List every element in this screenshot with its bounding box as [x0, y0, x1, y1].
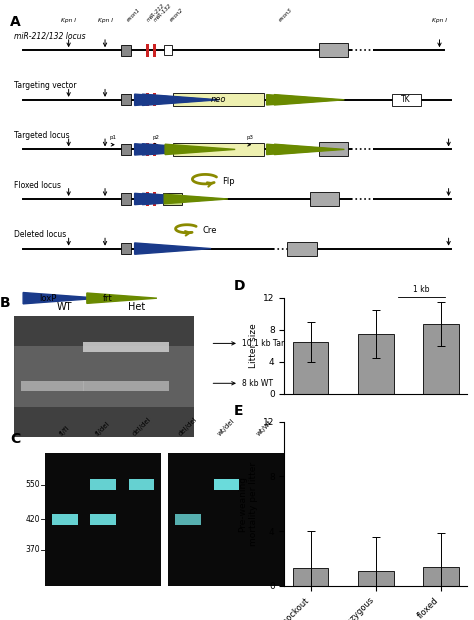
Polygon shape [135, 193, 211, 205]
Bar [423, 567, 458, 586]
Text: neo: neo [211, 95, 227, 104]
Polygon shape [274, 95, 345, 105]
Text: D: D [233, 279, 245, 293]
Text: p2: p2 [153, 135, 160, 140]
Text: 8 kb WT: 8 kb WT [242, 379, 273, 388]
Text: 10.1 kb Targeted: 10.1 kb Targeted [242, 339, 306, 348]
Text: Het: Het [128, 302, 146, 312]
Text: p1: p1 [109, 135, 117, 140]
Text: Targeting vector: Targeting vector [14, 81, 76, 91]
Bar [146, 143, 149, 156]
Polygon shape [266, 144, 337, 154]
Text: C: C [10, 432, 21, 446]
Bar [319, 43, 348, 57]
Bar [423, 324, 458, 394]
Text: miR-212/132 locus: miR-212/132 locus [14, 32, 86, 41]
Polygon shape [142, 94, 219, 105]
Bar [121, 94, 131, 105]
Text: p3: p3 [246, 135, 253, 140]
Text: del/del: del/del [178, 415, 199, 436]
Text: 1 kb: 1 kb [413, 285, 429, 294]
Bar [392, 94, 421, 106]
Text: Flp: Flp [222, 177, 235, 185]
Bar [121, 144, 131, 155]
Bar [358, 571, 393, 586]
Polygon shape [87, 293, 157, 303]
Text: wt/del: wt/del [217, 417, 236, 436]
Text: fl/del: fl/del [95, 420, 111, 436]
Bar [52, 513, 78, 525]
Bar [319, 143, 348, 156]
Text: Cre: Cre [203, 226, 218, 235]
Bar [91, 479, 116, 490]
Polygon shape [164, 194, 228, 204]
Polygon shape [135, 144, 211, 155]
Bar [128, 479, 154, 490]
Bar [358, 334, 393, 394]
Bar [146, 43, 149, 57]
Text: exon3: exon3 [278, 7, 293, 23]
Text: 550: 550 [26, 480, 40, 489]
Bar [82, 381, 169, 391]
Bar [121, 243, 131, 254]
Text: exon2: exon2 [169, 7, 184, 23]
Text: Floxed locus: Floxed locus [14, 180, 61, 190]
Bar [82, 342, 169, 352]
Bar [153, 143, 156, 156]
Polygon shape [135, 94, 211, 105]
Text: Targeted locus: Targeted locus [14, 131, 70, 140]
Text: E: E [233, 404, 243, 418]
Bar [121, 193, 131, 205]
Bar [214, 479, 239, 490]
Y-axis label: Pre-weaning
mortality per litter: Pre-weaning mortality per litter [238, 462, 258, 546]
Polygon shape [266, 95, 337, 105]
Y-axis label: Litter size: Litter size [249, 323, 258, 368]
Bar [310, 192, 339, 206]
Bar [153, 43, 156, 57]
Text: 420: 420 [26, 515, 40, 524]
Text: miR-132: miR-132 [153, 3, 173, 23]
Text: miR-212: miR-212 [146, 3, 166, 23]
Polygon shape [23, 293, 100, 304]
Text: fl/fl: fl/fl [59, 424, 71, 436]
Text: exon1: exon1 [126, 7, 141, 23]
Polygon shape [165, 144, 235, 154]
Bar [292, 568, 328, 586]
Polygon shape [142, 193, 219, 205]
Polygon shape [142, 144, 219, 155]
Bar [14, 407, 194, 437]
Bar [173, 93, 264, 107]
Bar [153, 192, 156, 206]
Text: Kpn I: Kpn I [61, 18, 76, 23]
Text: frt: frt [103, 294, 112, 303]
Text: Kpn I: Kpn I [98, 18, 112, 23]
Bar [173, 143, 264, 156]
Text: 370: 370 [26, 546, 40, 554]
Bar [153, 93, 156, 107]
Text: loxP: loxP [39, 294, 56, 303]
Bar [163, 193, 182, 205]
Bar [146, 93, 149, 107]
Polygon shape [274, 144, 345, 154]
Bar [287, 242, 317, 255]
Text: TK: TK [401, 95, 411, 104]
Text: wt/wt: wt/wt [255, 418, 273, 436]
Text: B: B [0, 296, 10, 310]
Polygon shape [135, 243, 211, 254]
Bar [14, 316, 194, 347]
Text: WT: WT [57, 302, 73, 312]
Text: A: A [9, 15, 20, 29]
Bar [164, 45, 173, 55]
Text: Kpn I: Kpn I [432, 18, 447, 23]
Bar [146, 192, 149, 206]
Bar [21, 381, 84, 391]
Bar [91, 513, 116, 525]
Bar [121, 45, 131, 56]
Text: del/del: del/del [131, 415, 152, 436]
Bar [292, 342, 328, 394]
Bar [175, 513, 201, 525]
Text: Deleted locus: Deleted locus [14, 230, 66, 239]
